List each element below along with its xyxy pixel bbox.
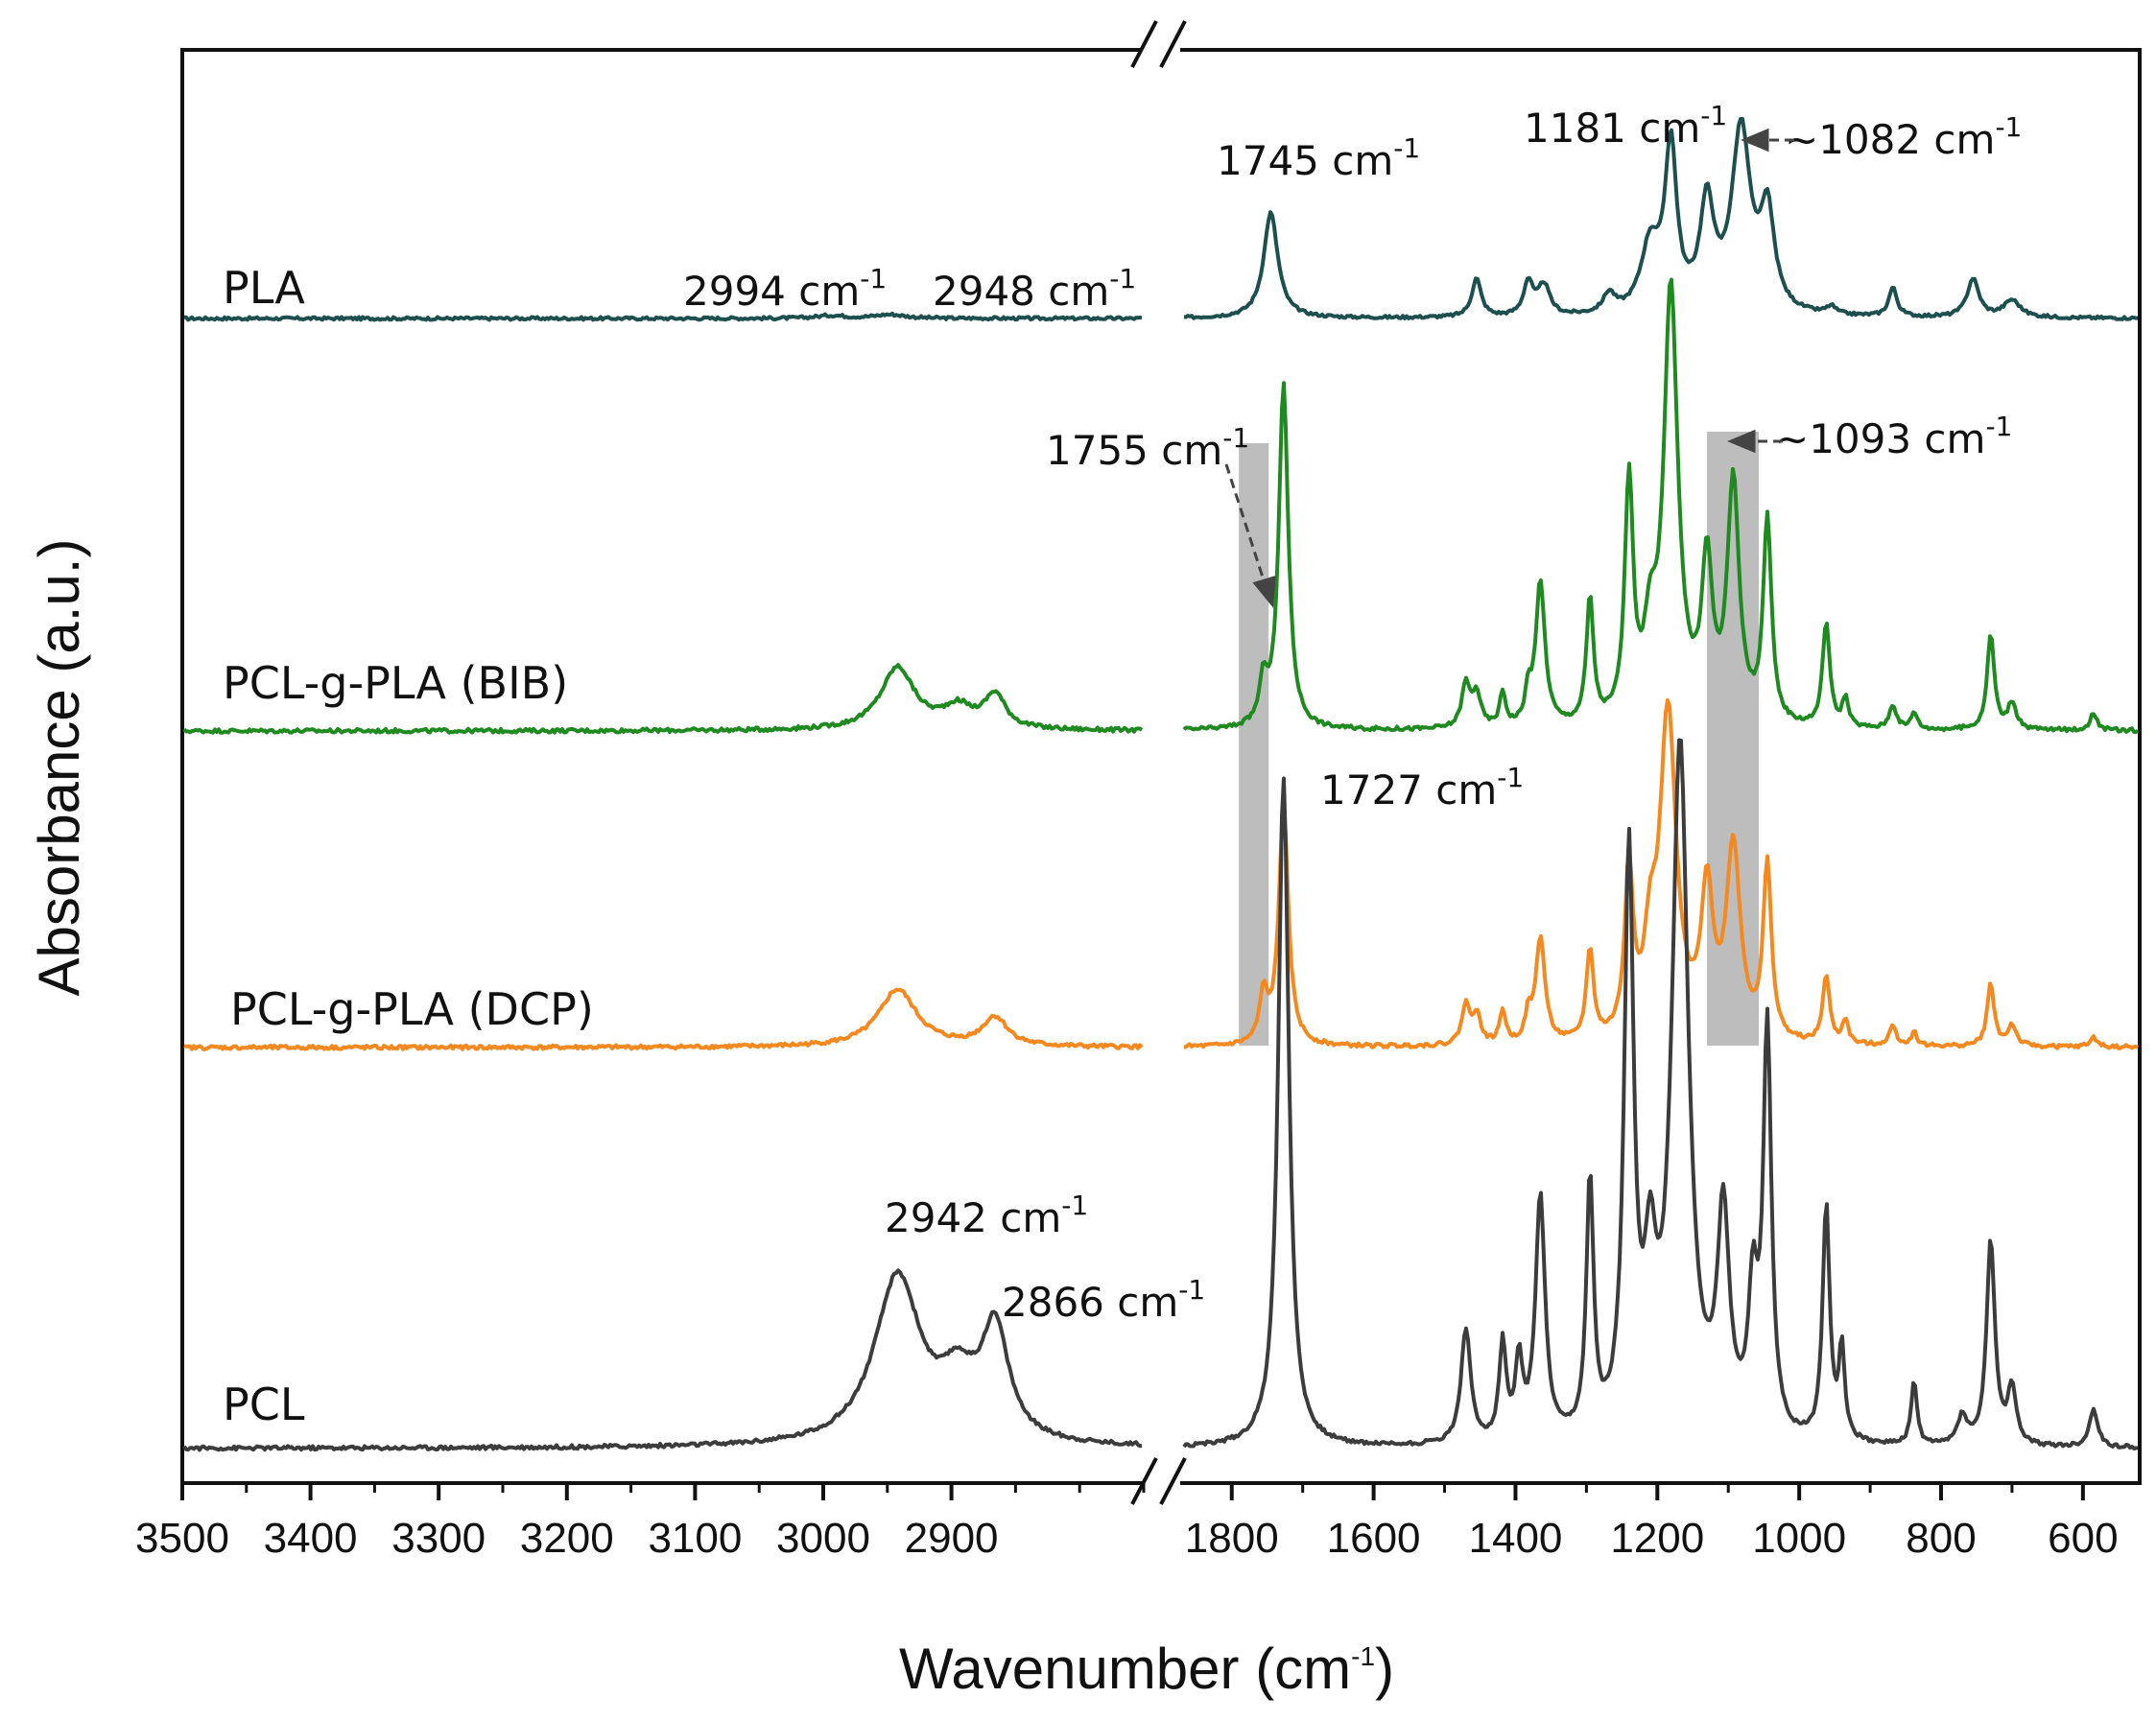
x-tick-label: 1400 — [1469, 1515, 1563, 1562]
arrow-1755-head — [1252, 575, 1276, 608]
series-line-pcl-g-pla-bib — [182, 663, 1144, 735]
annotation-1093: ~1093 cm-1 — [1775, 411, 2012, 462]
arrow-1755 — [1224, 463, 1267, 584]
annotation-2994: 2994 cm-1 — [683, 263, 887, 315]
series-line-pcl-g-pla-bib — [1182, 277, 2140, 735]
x-tick-label: 1000 — [1752, 1515, 1846, 1562]
series-label-pcl: PCL — [223, 1379, 305, 1430]
x-tick-label: 2900 — [905, 1515, 999, 1562]
series-line-pcl-g-pla-dcp — [1183, 697, 2139, 1050]
annotation-1727: 1727 cm-1 — [1320, 762, 1524, 813]
series-label-bib: PCL-g-PLA (BIB) — [223, 657, 568, 709]
x-tick-label: 1600 — [1327, 1515, 1421, 1562]
annotation-1745: 1745 cm-1 — [1217, 132, 1420, 184]
annotation-2948: 2948 cm-1 — [933, 263, 1136, 315]
annotation-1755: 1755 cm-1 — [1046, 422, 1249, 474]
axis-break-bottom — [1130, 1457, 1187, 1505]
highlight-band — [1239, 443, 1269, 1046]
x-tick-label: 3200 — [520, 1515, 614, 1562]
annotation-2866: 2866 cm-1 — [1002, 1274, 1205, 1326]
x-tick-label: 1200 — [1610, 1515, 1704, 1562]
highlight-bands — [1239, 432, 1760, 1046]
annotation-1082: ~1082 cm-1 — [1785, 111, 2022, 163]
annotation-1181: 1181 cm-1 — [1524, 100, 1727, 152]
plot-frame — [180, 48, 2142, 1485]
x-tick-label: 3000 — [776, 1515, 870, 1562]
x-tick-label: 3400 — [264, 1515, 358, 1562]
annotation-arrows — [1224, 128, 1794, 608]
series-line-pcl — [182, 1268, 1143, 1452]
highlight-band — [1707, 432, 1760, 1046]
x-tick-label: 1800 — [1185, 1515, 1279, 1562]
arrow-1093-head — [1727, 429, 1756, 454]
series-label-pla: PLA — [223, 262, 305, 314]
x-tick-label: 3100 — [648, 1515, 742, 1562]
x-tick-label: 3300 — [391, 1515, 486, 1562]
x-tick-label: 600 — [2048, 1515, 2118, 1562]
x-tick-label: 800 — [1906, 1515, 1976, 1562]
annotation-2942: 2942 cm-1 — [885, 1190, 1088, 1241]
x-axis-ticks: 3500 3400 3300 3200 3100 3000 2900 1800 1600 1400… — [135, 1483, 2119, 1562]
x-tick-label: 3500 — [135, 1515, 229, 1562]
series-line-pla — [1183, 117, 2138, 321]
axis-break-top — [1130, 20, 1187, 68]
x-axis-title: Wavenumber (cm-1) — [899, 1637, 1394, 1701]
series-label-dcp: PCL-g-PLA (DCP) — [230, 983, 594, 1035]
series-line-pcl-g-pla-dcp — [183, 987, 1144, 1051]
series-line-pcl — [1182, 738, 2139, 1450]
arrow-1082-head — [1741, 128, 1769, 153]
series-curves — [182, 117, 2140, 1452]
series-line-pla — [183, 311, 1143, 322]
y-axis-title: Absorbance (a.u.) — [27, 539, 91, 997]
